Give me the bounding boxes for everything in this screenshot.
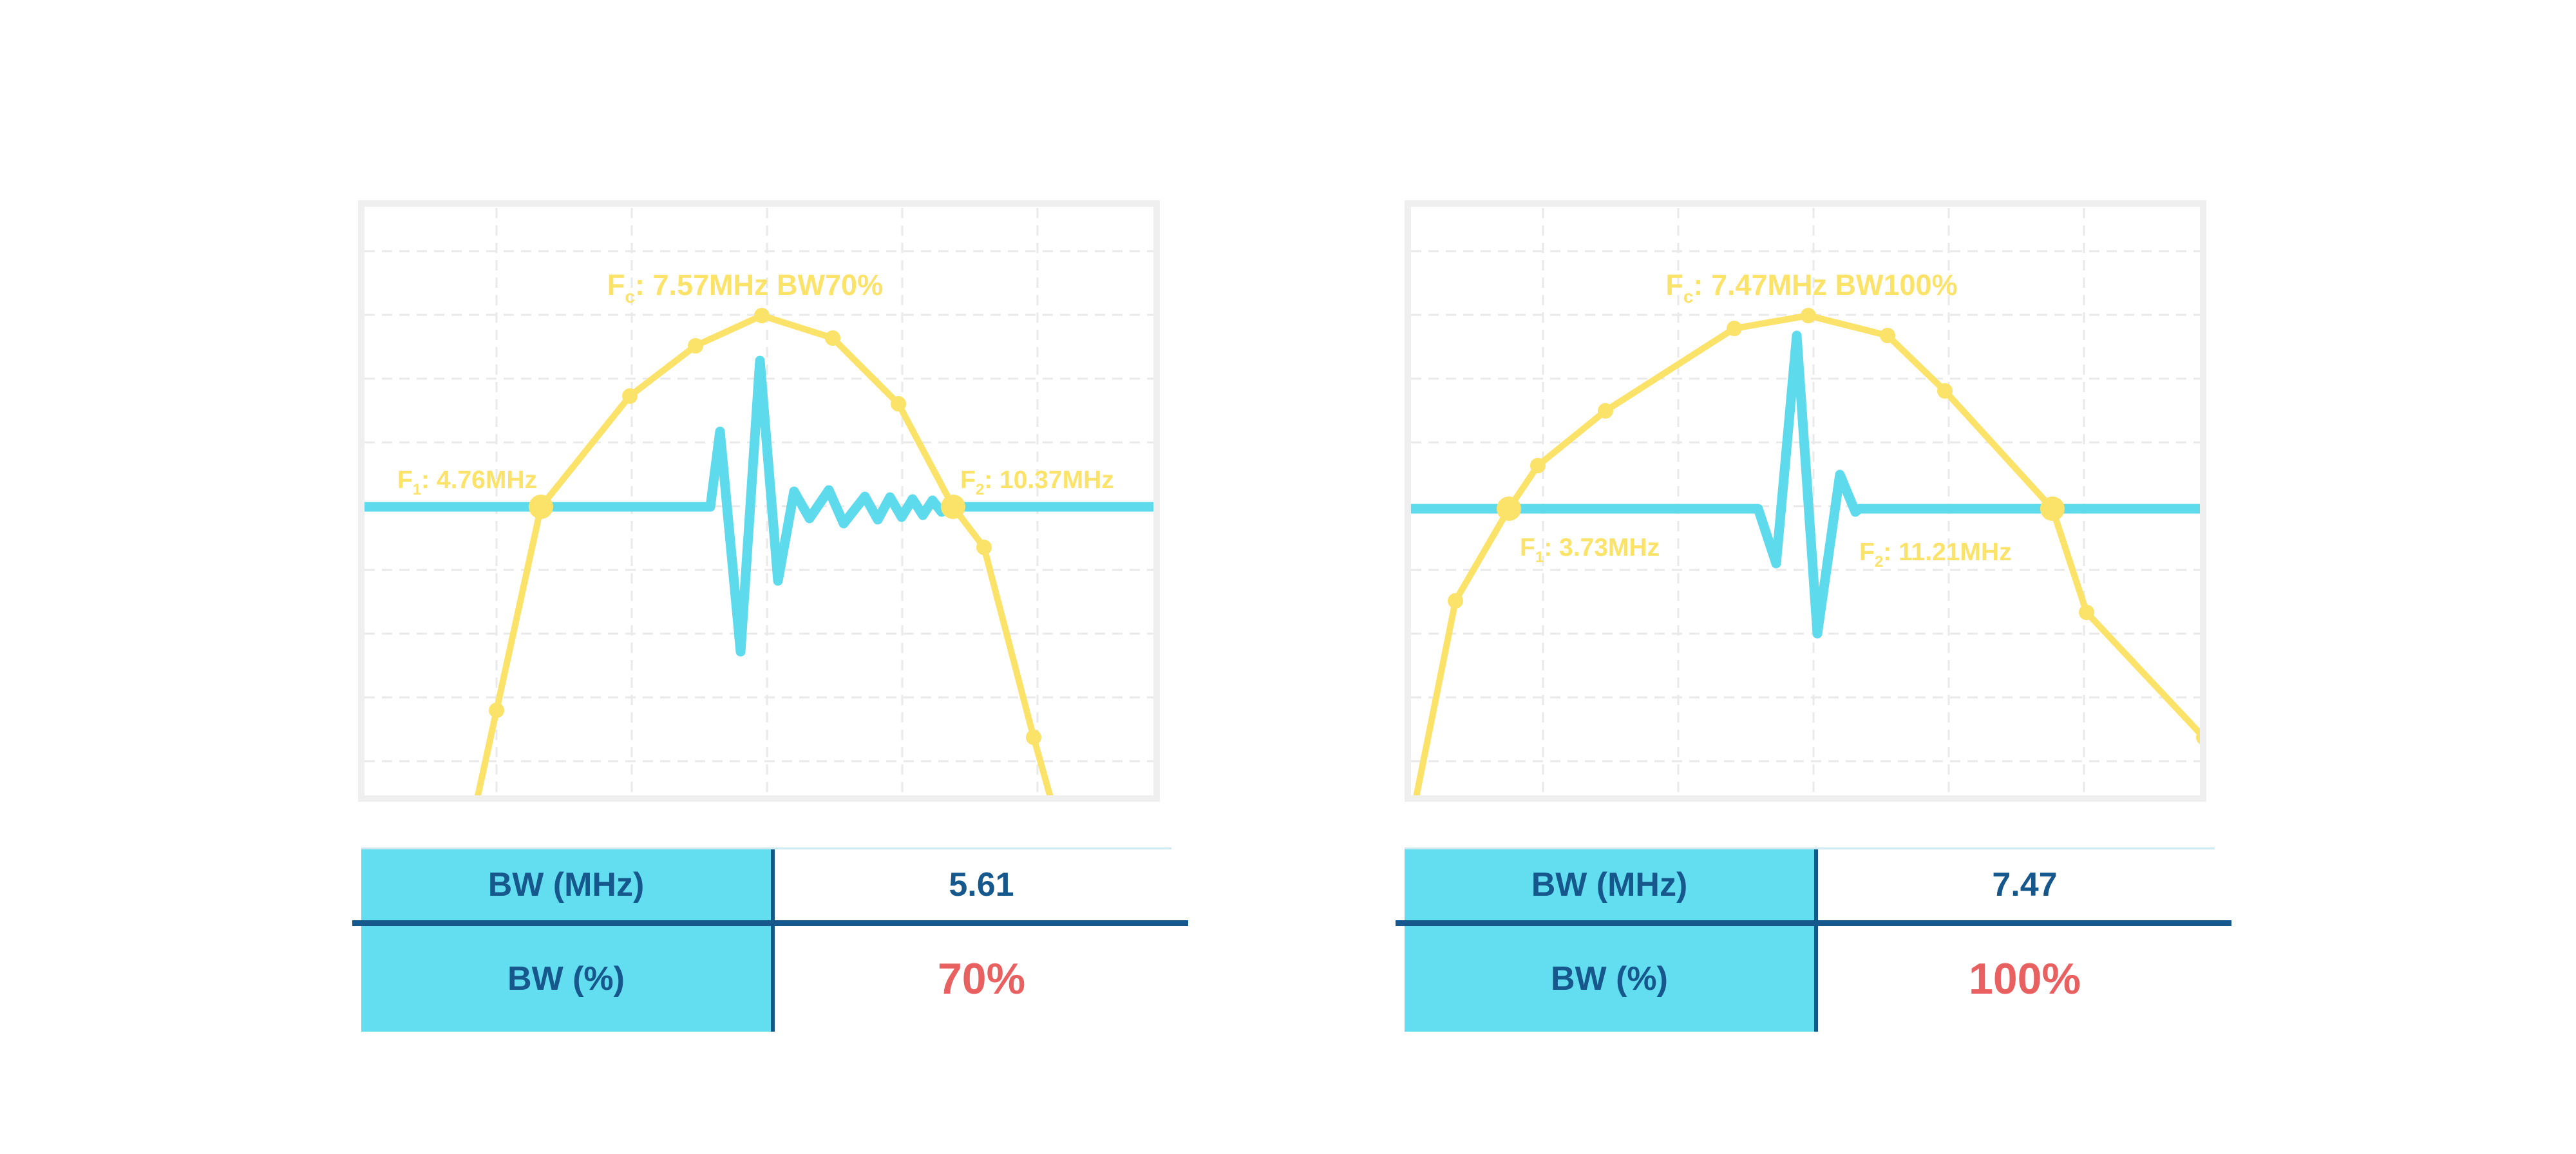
table-row-divider <box>352 920 1188 926</box>
f1-annotation-subscript: 1 <box>413 481 421 498</box>
spectrum-plot-right: Fc: 7.47MHz BW100%F1: 3.73MHz F2: 11.21MH… <box>1405 200 2206 802</box>
spectrum-point-marker <box>1598 403 1613 419</box>
bw-mhz-value-text: 7.47 <box>1992 866 2058 903</box>
f2-annotation-prefix: F <box>960 466 976 494</box>
f1-annotation-subscript: 1 <box>1535 549 1544 566</box>
spectrum-point-marker <box>1448 593 1463 609</box>
bw-percent-label: BW (%) <box>361 926 771 1032</box>
spectrum-curve <box>473 312 1055 802</box>
chart-border <box>358 200 1160 802</box>
spectrum-point-marker <box>1530 458 1546 473</box>
bw-percent-value-text: 100% <box>1969 954 2081 1003</box>
spectrum-curve <box>1412 312 2206 802</box>
f2-annotation-subscript: 2 <box>1875 553 1883 571</box>
table-row-divider <box>1396 920 2231 926</box>
pulse-waveform-curve <box>1405 330 2206 639</box>
spectrum-point-marker <box>1937 383 1953 399</box>
bw-table-narrowband: BW (MHz) 5.61 BW (%) 70% <box>352 847 1188 1032</box>
fc-annotation-subscript: c <box>1683 287 1694 307</box>
bandwidth-edge-marker <box>529 495 553 519</box>
f2-annotation: F2: 11.21MHz <box>1859 538 2012 571</box>
spectrum-point-marker <box>622 388 638 404</box>
spectrum-point-marker <box>489 703 504 718</box>
bw-mhz-label-text: BW (MHz) <box>488 866 645 903</box>
spectrum-point-marker <box>976 540 992 555</box>
pulse-waveform-curve <box>359 355 1158 657</box>
plot-layers <box>359 208 1158 802</box>
table-column-divider <box>771 849 775 1032</box>
table-header-column-background <box>361 849 771 1032</box>
bw-percent-label-text: BW (%) <box>1551 960 1668 998</box>
bw-percent-value: 100% <box>1818 926 2231 1032</box>
bw-mhz-value-text: 5.61 <box>949 866 1014 903</box>
fc-annotation-text: : 7.57MHz BW70% <box>635 269 883 301</box>
table-column-divider <box>1814 849 1818 1032</box>
spectrum-point-marker <box>688 338 703 354</box>
bandwidth-edge-marker <box>2040 497 2065 521</box>
fc-annotation-text: : 7.47MHz BW100% <box>1693 269 1957 301</box>
bandwidth-edge-marker <box>1497 497 1521 521</box>
chart-border <box>1405 200 2206 802</box>
bw-mhz-label: BW (MHz) <box>361 849 771 920</box>
bw-mhz-value: 5.61 <box>775 849 1188 920</box>
f1-annotation-prefix: F <box>1520 534 1535 562</box>
fc-annotation: Fc: 7.57MHz BW70% <box>607 269 883 307</box>
f1-annotation-prefix: F <box>397 466 413 494</box>
f1-annotation-text: : 3.73MHz <box>1544 534 1660 562</box>
bw-percent-value: 70% <box>775 926 1188 1032</box>
table-top-divider <box>361 847 1171 849</box>
spectrum-chart-narrowband: Fc: 7.57MHz BW70% F1: 4.76MHz F2: 10.37MHz <box>358 200 1160 802</box>
bw-mhz-value: 7.47 <box>1818 849 2231 920</box>
bw-table-broadband: BW (MHz) 7.47 BW (%) 100% <box>1396 847 2231 1032</box>
f1-annotation: F1: 4.76MHz <box>397 466 537 498</box>
bw-percent-label-text: BW (%) <box>507 960 625 998</box>
fc-annotation: Fc: 7.47MHz BW100% <box>1665 269 1957 307</box>
table-header-column-background <box>1405 849 1814 1032</box>
spectrum-point-marker <box>825 330 840 346</box>
spectrum-point-marker <box>1727 321 1742 336</box>
plot-layers <box>1405 208 2206 802</box>
f2-annotation-text: : 10.37MHz <box>984 466 1114 494</box>
f2-annotation-prefix: F <box>1859 538 1875 566</box>
spectrum-point-marker <box>1880 328 1895 343</box>
spectrum-point-marker <box>891 396 906 411</box>
f1-annotation: F1: 3.73MHz <box>1520 534 1660 566</box>
fc-annotation-prefix: F <box>607 269 625 301</box>
spectrum-point-marker <box>754 308 770 323</box>
bw-percent-label: BW (%) <box>1405 926 1814 1032</box>
fc-annotation-prefix: F <box>1665 269 1683 301</box>
f2-annotation: F2: 10.37MHz <box>960 466 1114 498</box>
bandwidth-edge-marker <box>941 495 965 519</box>
bw-percent-value-text: 70% <box>937 954 1026 1003</box>
spectrum-point-marker <box>1026 730 1041 745</box>
bw-mhz-label-text: BW (MHz) <box>1531 866 1688 903</box>
table-top-divider <box>1405 847 2215 849</box>
f1-annotation-text: : 4.76MHz <box>421 466 537 494</box>
bw-mhz-label: BW (MHz) <box>1405 849 1814 920</box>
f2-annotation-subscript: 2 <box>976 481 984 498</box>
spectrum-point-marker <box>2079 605 2094 620</box>
spectrum-plot-left: Fc: 7.57MHz BW70%F1: 4.76MHz F2: 10.37MHz <box>358 200 1160 802</box>
spectrum-chart-broadband: Fc: 7.47MHz BW100% F1: 3.73MHz F2: 11.21MH… <box>1405 200 2206 802</box>
spectrum-point-marker <box>1801 308 1816 323</box>
f2-annotation-text: : 11.21MHz <box>1883 538 2011 566</box>
fc-annotation-subscript: c <box>625 287 635 307</box>
